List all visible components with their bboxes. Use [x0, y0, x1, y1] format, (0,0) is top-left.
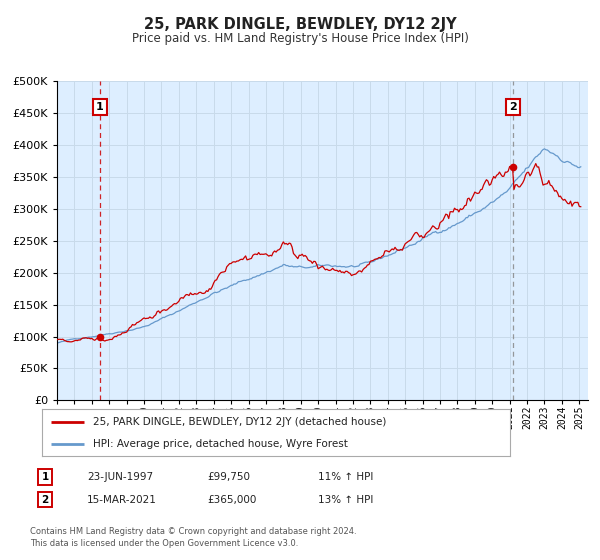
- Text: This data is licensed under the Open Government Licence v3.0.: This data is licensed under the Open Gov…: [30, 539, 298, 548]
- Text: 11% ↑ HPI: 11% ↑ HPI: [318, 472, 373, 482]
- Text: 2: 2: [41, 494, 49, 505]
- Text: 25, PARK DINGLE, BEWDLEY, DY12 2JY (detached house): 25, PARK DINGLE, BEWDLEY, DY12 2JY (deta…: [94, 417, 387, 427]
- Text: Price paid vs. HM Land Registry's House Price Index (HPI): Price paid vs. HM Land Registry's House …: [131, 32, 469, 45]
- Text: £365,000: £365,000: [207, 494, 256, 505]
- Text: HPI: Average price, detached house, Wyre Forest: HPI: Average price, detached house, Wyre…: [94, 438, 349, 449]
- Text: 13% ↑ HPI: 13% ↑ HPI: [318, 494, 373, 505]
- Text: 15-MAR-2021: 15-MAR-2021: [87, 494, 157, 505]
- Text: £99,750: £99,750: [207, 472, 250, 482]
- Text: 1: 1: [41, 472, 49, 482]
- Text: Contains HM Land Registry data © Crown copyright and database right 2024.: Contains HM Land Registry data © Crown c…: [30, 527, 356, 536]
- Text: 1: 1: [96, 102, 104, 112]
- Text: 25, PARK DINGLE, BEWDLEY, DY12 2JY: 25, PARK DINGLE, BEWDLEY, DY12 2JY: [143, 17, 457, 32]
- Text: 2: 2: [509, 102, 517, 112]
- Text: 23-JUN-1997: 23-JUN-1997: [87, 472, 153, 482]
